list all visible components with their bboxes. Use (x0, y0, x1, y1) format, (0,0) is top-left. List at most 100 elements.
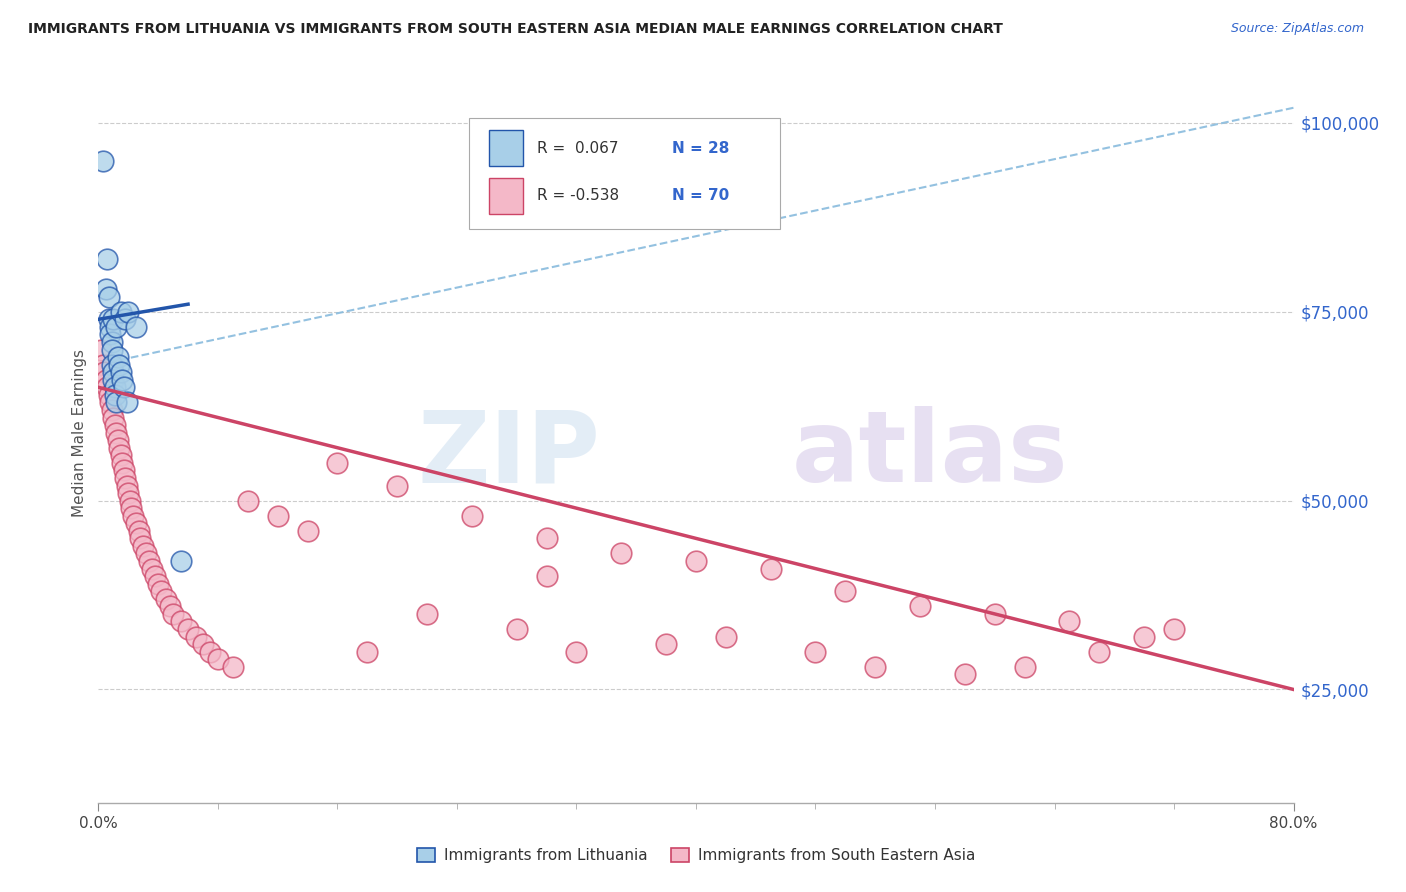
Point (97, 388, 120, 402)
Point (759, 561, 782, 575)
Point (108, 358, 131, 372)
Point (326, 456, 349, 470)
Point (135, 547, 157, 561)
Point (112, 463, 135, 477)
Text: R = -0.538: R = -0.538 (537, 188, 619, 203)
Point (169, 615, 191, 629)
Point (111, 456, 134, 470)
Point (98, 327, 122, 342)
Text: Source: ZipAtlas.com: Source: ZipAtlas.com (1230, 22, 1364, 36)
Point (506, 622, 529, 636)
Point (97, 312, 120, 326)
Point (191, 637, 214, 651)
Text: IMMIGRANTS FROM LITHUANIA VS IMMIGRANTS FROM SOUTH EASTERN ASIA MEDIAN MALE EARN: IMMIGRANTS FROM LITHUANIA VS IMMIGRANTS … (28, 22, 1002, 37)
Text: R =  0.067: R = 0.067 (537, 141, 619, 156)
Point (104, 380, 127, 394)
Point (159, 599, 181, 614)
Point (107, 433, 129, 447)
Point (207, 652, 229, 666)
Legend: Immigrants from Lithuania, Immigrants from South Eastern Asia: Immigrants from Lithuania, Immigrants fr… (411, 842, 981, 869)
Point (101, 334, 124, 349)
Point (908, 599, 931, 614)
Point (101, 403, 124, 417)
Point (97, 290, 120, 304)
Point (117, 486, 139, 500)
Point (96, 252, 118, 266)
Text: atlas: atlas (792, 407, 1069, 503)
Point (105, 395, 128, 409)
Point (143, 569, 166, 583)
Point (565, 645, 588, 659)
Point (610, 547, 633, 561)
Point (120, 501, 142, 516)
Point (103, 365, 125, 379)
Point (461, 508, 484, 523)
Point (114, 471, 136, 485)
Point (984, 607, 1007, 621)
Point (150, 584, 173, 599)
FancyBboxPatch shape (489, 178, 523, 213)
Point (128, 524, 150, 538)
Y-axis label: Median Male Earnings: Median Male Earnings (72, 349, 87, 516)
Point (90, 343, 112, 357)
Point (385, 478, 409, 492)
Text: N = 28: N = 28 (672, 141, 730, 156)
Point (115, 395, 138, 409)
Point (953, 667, 976, 681)
Point (111, 373, 134, 387)
Point (105, 319, 128, 334)
Point (1163, 622, 1185, 636)
Point (91, 153, 114, 168)
Point (110, 365, 132, 379)
Point (714, 630, 737, 644)
Point (101, 343, 124, 357)
Point (114, 312, 136, 326)
Text: N = 70: N = 70 (672, 188, 730, 203)
Point (138, 554, 160, 568)
Point (1059, 615, 1081, 629)
Point (804, 645, 827, 659)
Point (297, 524, 319, 538)
Point (1014, 660, 1036, 674)
FancyBboxPatch shape (470, 118, 780, 229)
Point (834, 584, 856, 599)
Point (236, 493, 259, 508)
Point (110, 448, 132, 462)
Point (200, 645, 222, 659)
Point (104, 418, 127, 433)
Point (108, 441, 131, 455)
Point (103, 312, 125, 326)
Point (169, 554, 191, 568)
FancyBboxPatch shape (489, 130, 523, 166)
Point (105, 425, 128, 440)
Point (118, 493, 141, 508)
Point (112, 380, 135, 394)
Point (91, 358, 114, 372)
Point (107, 350, 129, 364)
Point (125, 516, 148, 531)
Point (416, 607, 439, 621)
Point (148, 576, 170, 591)
Point (93, 365, 115, 379)
Point (98, 319, 122, 334)
Point (132, 539, 155, 553)
Point (155, 591, 177, 606)
Point (184, 630, 207, 644)
Text: ZIP: ZIP (418, 407, 600, 503)
Point (103, 373, 125, 387)
Point (94, 282, 117, 296)
Point (101, 358, 124, 372)
Point (115, 478, 138, 492)
Point (129, 532, 152, 546)
Point (94, 373, 117, 387)
Point (103, 410, 125, 425)
Point (104, 388, 127, 402)
Point (536, 569, 558, 583)
Point (356, 645, 378, 659)
Point (267, 508, 290, 523)
Point (1088, 645, 1111, 659)
Point (222, 660, 245, 674)
Point (177, 622, 200, 636)
Point (110, 304, 132, 318)
Point (162, 607, 184, 621)
